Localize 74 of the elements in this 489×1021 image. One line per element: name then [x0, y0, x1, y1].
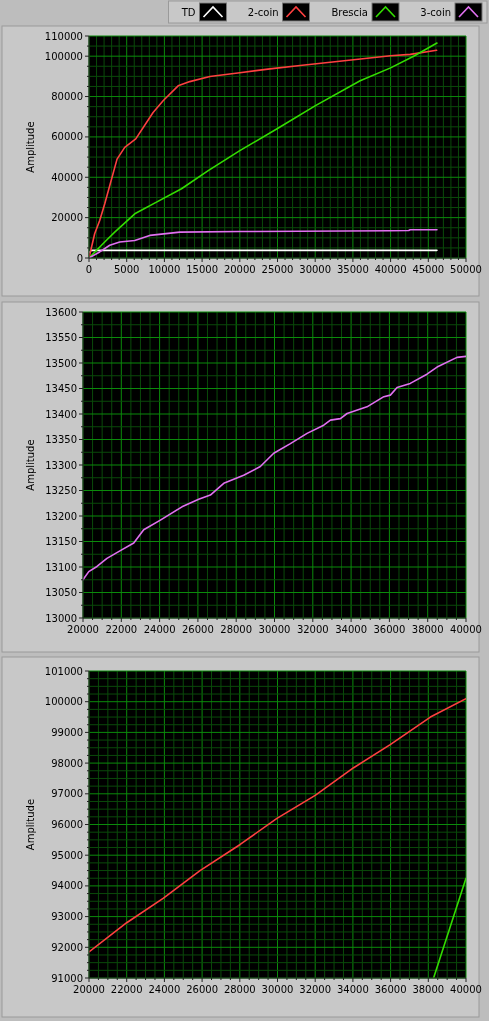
line-series: [89, 228, 438, 258]
x-tick-label: 26000: [186, 984, 219, 995]
y-tick-label: 93000: [51, 911, 83, 923]
x-tick-label: 26000: [181, 624, 214, 635]
y-tick-label: 95000: [51, 849, 83, 861]
x-tick-label: 36000: [373, 624, 406, 635]
x-tick-label: 40000: [450, 984, 482, 995]
x-tick-label: 25000: [261, 264, 294, 275]
x-tick-label: 34000: [336, 984, 369, 995]
x-tick-label: 28000: [220, 624, 253, 635]
y-tick-label: 94000: [51, 880, 83, 892]
y-tick-label: 91000: [51, 972, 83, 984]
x-tick-label: 20000: [223, 264, 256, 275]
legend-label: 2-coin: [247, 7, 279, 18]
y-tick-label: 110000: [44, 30, 83, 42]
x-tick-label: 20000: [73, 984, 105, 995]
y-axis-title: Amplitude: [25, 798, 36, 851]
y-tick-label: 13050: [45, 587, 77, 598]
y-axis-title: Amplitude: [25, 121, 36, 173]
x-tick-label: 50000: [450, 264, 482, 275]
x-tick-label: 5000: [113, 264, 140, 275]
x-tick-label: 20000: [67, 624, 99, 635]
legend-label: 3-coin: [420, 7, 451, 18]
y-tick-label: 40000: [51, 171, 83, 183]
x-tick-label: 22000: [105, 624, 138, 635]
y-tick-label: 13400: [45, 408, 77, 420]
y-tick-label: 13350: [45, 434, 77, 445]
x-tick-label: 32000: [296, 624, 329, 635]
y-axis-title: Amplitude: [25, 439, 36, 491]
y-tick-label: 0: [76, 252, 83, 264]
x-tick-label: 36000: [374, 984, 407, 995]
y-tick-label: 13250: [45, 485, 77, 496]
x-tick-label: 0: [85, 264, 93, 275]
x-tick-label: 38000: [411, 624, 444, 635]
x-tick-label: 30000: [299, 264, 332, 275]
y-tick-label: 96000: [51, 819, 83, 830]
x-tick-label: 45000: [412, 264, 445, 275]
x-tick-label: 35000: [336, 264, 369, 275]
y-tick-label: 60000: [51, 131, 83, 143]
y-tick-label: 13150: [45, 536, 77, 547]
y-tick-label: 13550: [45, 332, 77, 343]
y-tick-label: 100000: [44, 50, 83, 62]
x-tick-label: 34000: [335, 624, 368, 635]
y-tick-label: 97000: [51, 788, 83, 800]
y-tick-label: 100000: [44, 696, 83, 708]
y-tick-label: 99000: [51, 726, 83, 738]
y-tick-label: 13100: [45, 561, 77, 573]
x-tick-label: 24000: [148, 984, 181, 995]
x-tick-label: 38000: [412, 984, 445, 995]
x-tick-label: 22000: [110, 984, 143, 995]
y-tick-label: 13450: [45, 383, 77, 394]
x-tick-label: 40000: [374, 264, 407, 275]
y-tick-label: 92000: [51, 941, 83, 953]
legend-label: Brescia: [331, 7, 368, 18]
y-tick-label: 20000: [51, 212, 83, 224]
y-tick-label: 13200: [45, 510, 77, 522]
y-tick-label: 98000: [51, 757, 83, 769]
y-tick-label: 80000: [51, 91, 83, 103]
x-tick-label: 28000: [223, 984, 256, 995]
legend-label: TD: [180, 7, 196, 18]
x-tick-label: 15000: [186, 264, 219, 275]
y-tick-label: 13300: [45, 459, 77, 471]
line-series: [89, 697, 466, 953]
x-tick-label: 40000: [450, 624, 482, 635]
x-tick-label: 30000: [258, 624, 291, 635]
x-tick-label: 30000: [261, 984, 294, 995]
y-tick-label: 13500: [45, 357, 77, 369]
x-tick-label: 24000: [143, 624, 176, 635]
x-tick-label: 10000: [148, 264, 181, 275]
y-tick-label: 101000: [44, 665, 83, 677]
line-series: [83, 355, 466, 581]
y-tick-label: 13600: [45, 306, 77, 318]
y-tick-label: 13000: [45, 612, 77, 624]
x-tick-label: 32000: [299, 984, 332, 995]
